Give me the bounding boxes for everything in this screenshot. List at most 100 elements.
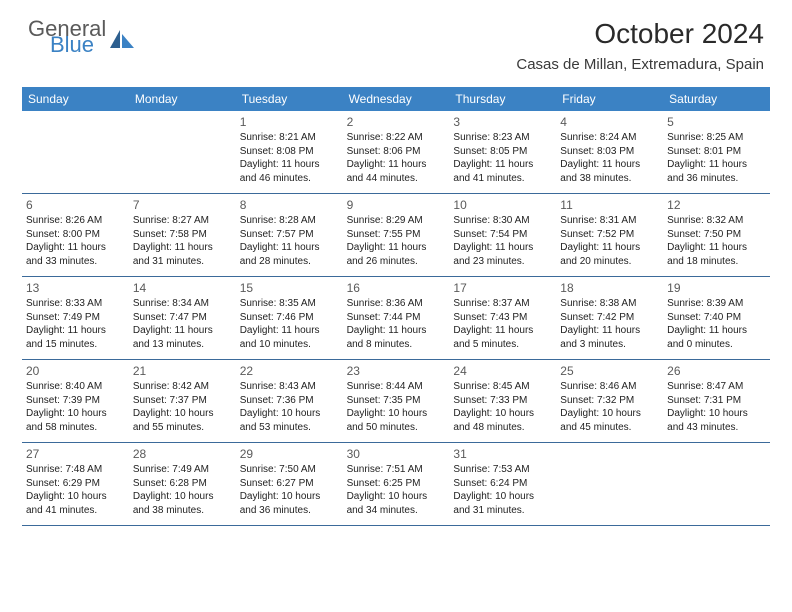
sunrise-line: Sunrise: 8:34 AM <box>133 297 232 311</box>
day-number: 16 <box>347 280 446 296</box>
weekday-header: Thursday <box>449 87 556 111</box>
weekday-header: Wednesday <box>343 87 450 111</box>
day-number: 27 <box>26 446 125 462</box>
sunrise-line: Sunrise: 8:23 AM <box>453 131 552 145</box>
daylight-line: Daylight: 11 hours and 41 minutes. <box>453 158 552 185</box>
sunrise-line: Sunrise: 8:25 AM <box>667 131 766 145</box>
sunset-line: Sunset: 7:54 PM <box>453 228 552 242</box>
day-number: 23 <box>347 363 446 379</box>
daylight-line: Daylight: 10 hours and 58 minutes. <box>26 407 125 434</box>
day-cell: 11Sunrise: 8:31 AMSunset: 7:52 PMDayligh… <box>556 194 663 276</box>
logo-blue: Blue <box>50 34 106 56</box>
sunrise-line: Sunrise: 8:22 AM <box>347 131 446 145</box>
daylight-line: Daylight: 10 hours and 34 minutes. <box>347 490 446 517</box>
daylight-line: Daylight: 11 hours and 10 minutes. <box>240 324 339 351</box>
daylight-line: Daylight: 11 hours and 36 minutes. <box>667 158 766 185</box>
day-number: 14 <box>133 280 232 296</box>
sunset-line: Sunset: 7:39 PM <box>26 394 125 408</box>
day-number: 3 <box>453 114 552 130</box>
header: General Blue October 2024 Casas de Milla… <box>0 0 792 73</box>
day-number: 9 <box>347 197 446 213</box>
daylight-line: Daylight: 11 hours and 26 minutes. <box>347 241 446 268</box>
daylight-line: Daylight: 10 hours and 50 minutes. <box>347 407 446 434</box>
title-block: October 2024 Casas de Millan, Extremadur… <box>516 18 764 73</box>
weekday-header-row: SundayMondayTuesdayWednesdayThursdayFrid… <box>22 87 770 111</box>
day-cell: 19Sunrise: 8:39 AMSunset: 7:40 PMDayligh… <box>663 277 770 359</box>
sunrise-line: Sunrise: 8:39 AM <box>667 297 766 311</box>
day-cell: 30Sunrise: 7:51 AMSunset: 6:25 PMDayligh… <box>343 443 450 525</box>
day-number: 10 <box>453 197 552 213</box>
sunset-line: Sunset: 7:33 PM <box>453 394 552 408</box>
sunset-line: Sunset: 7:44 PM <box>347 311 446 325</box>
logo-text: General Blue <box>28 18 106 56</box>
daylight-line: Daylight: 11 hours and 0 minutes. <box>667 324 766 351</box>
sunset-line: Sunset: 7:31 PM <box>667 394 766 408</box>
week-row: 6Sunrise: 8:26 AMSunset: 8:00 PMDaylight… <box>22 194 770 277</box>
daylight-line: Daylight: 10 hours and 43 minutes. <box>667 407 766 434</box>
day-cell: 21Sunrise: 8:42 AMSunset: 7:37 PMDayligh… <box>129 360 236 442</box>
day-number: 26 <box>667 363 766 379</box>
month-title: October 2024 <box>516 18 764 50</box>
sunset-line: Sunset: 7:32 PM <box>560 394 659 408</box>
daylight-line: Daylight: 10 hours and 41 minutes. <box>26 490 125 517</box>
sunset-line: Sunset: 8:00 PM <box>26 228 125 242</box>
day-number: 15 <box>240 280 339 296</box>
weekday-header: Friday <box>556 87 663 111</box>
sunset-line: Sunset: 7:50 PM <box>667 228 766 242</box>
sunset-line: Sunset: 8:08 PM <box>240 145 339 159</box>
day-cell: 26Sunrise: 8:47 AMSunset: 7:31 PMDayligh… <box>663 360 770 442</box>
daylight-line: Daylight: 11 hours and 20 minutes. <box>560 241 659 268</box>
sunrise-line: Sunrise: 8:44 AM <box>347 380 446 394</box>
logo-sail-icon <box>110 30 134 48</box>
sunset-line: Sunset: 6:25 PM <box>347 477 446 491</box>
location: Casas de Millan, Extremadura, Spain <box>516 56 764 73</box>
sunset-line: Sunset: 7:47 PM <box>133 311 232 325</box>
day-cell: 6Sunrise: 8:26 AMSunset: 8:00 PMDaylight… <box>22 194 129 276</box>
sunrise-line: Sunrise: 8:43 AM <box>240 380 339 394</box>
day-number: 20 <box>26 363 125 379</box>
daylight-line: Daylight: 11 hours and 28 minutes. <box>240 241 339 268</box>
day-number: 7 <box>133 197 232 213</box>
daylight-line: Daylight: 10 hours and 53 minutes. <box>240 407 339 434</box>
day-cell: 24Sunrise: 8:45 AMSunset: 7:33 PMDayligh… <box>449 360 556 442</box>
daylight-line: Daylight: 11 hours and 13 minutes. <box>133 324 232 351</box>
day-number: 8 <box>240 197 339 213</box>
day-cell: 5Sunrise: 8:25 AMSunset: 8:01 PMDaylight… <box>663 111 770 193</box>
day-number: 28 <box>133 446 232 462</box>
day-number: 5 <box>667 114 766 130</box>
sunrise-line: Sunrise: 8:21 AM <box>240 131 339 145</box>
sunset-line: Sunset: 7:43 PM <box>453 311 552 325</box>
day-cell: 27Sunrise: 7:48 AMSunset: 6:29 PMDayligh… <box>22 443 129 525</box>
day-number: 21 <box>133 363 232 379</box>
weeks-container: 1Sunrise: 8:21 AMSunset: 8:08 PM Daylight… <box>22 111 770 526</box>
daylight-line: Daylight: 11 hours and 18 minutes. <box>667 241 766 268</box>
daylight-line: Daylight: 11 hours and 3 minutes. <box>560 324 659 351</box>
sunrise-line: Sunrise: 7:51 AM <box>347 463 446 477</box>
day-number: 12 <box>667 197 766 213</box>
daylight-line: Daylight: 11 hours and 44 minutes. <box>347 158 446 185</box>
sunrise-line: Sunrise: 8:35 AM <box>240 297 339 311</box>
day-cell: 12Sunrise: 8:32 AMSunset: 7:50 PMDayligh… <box>663 194 770 276</box>
sunset-line: Sunset: 6:29 PM <box>26 477 125 491</box>
daylight-line: Daylight: 11 hours and 5 minutes. <box>453 324 552 351</box>
sunrise-line: Sunrise: 8:45 AM <box>453 380 552 394</box>
day-number: 30 <box>347 446 446 462</box>
day-cell: 22Sunrise: 8:43 AMSunset: 7:36 PMDayligh… <box>236 360 343 442</box>
logo: General Blue <box>28 18 134 56</box>
day-cell <box>556 443 663 525</box>
day-cell <box>129 111 236 193</box>
weekday-header: Tuesday <box>236 87 343 111</box>
day-number: 1 <box>240 114 339 130</box>
day-cell: 15Sunrise: 8:35 AMSunset: 7:46 PMDayligh… <box>236 277 343 359</box>
sunrise-line: Sunrise: 8:24 AM <box>560 131 659 145</box>
daylight-line: Daylight: 10 hours and 36 minutes. <box>240 490 339 517</box>
day-cell: 9Sunrise: 8:29 AMSunset: 7:55 PMDaylight… <box>343 194 450 276</box>
sunrise-line: Sunrise: 8:33 AM <box>26 297 125 311</box>
sunset-line: Sunset: 6:24 PM <box>453 477 552 491</box>
calendar: SundayMondayTuesdayWednesdayThursdayFrid… <box>22 87 770 526</box>
sunrise-line: Sunrise: 8:27 AM <box>133 214 232 228</box>
sunset-line: Sunset: 8:03 PM <box>560 145 659 159</box>
day-cell: 23Sunrise: 8:44 AMSunset: 7:35 PMDayligh… <box>343 360 450 442</box>
day-number: 31 <box>453 446 552 462</box>
week-row: 13Sunrise: 8:33 AMSunset: 7:49 PMDayligh… <box>22 277 770 360</box>
